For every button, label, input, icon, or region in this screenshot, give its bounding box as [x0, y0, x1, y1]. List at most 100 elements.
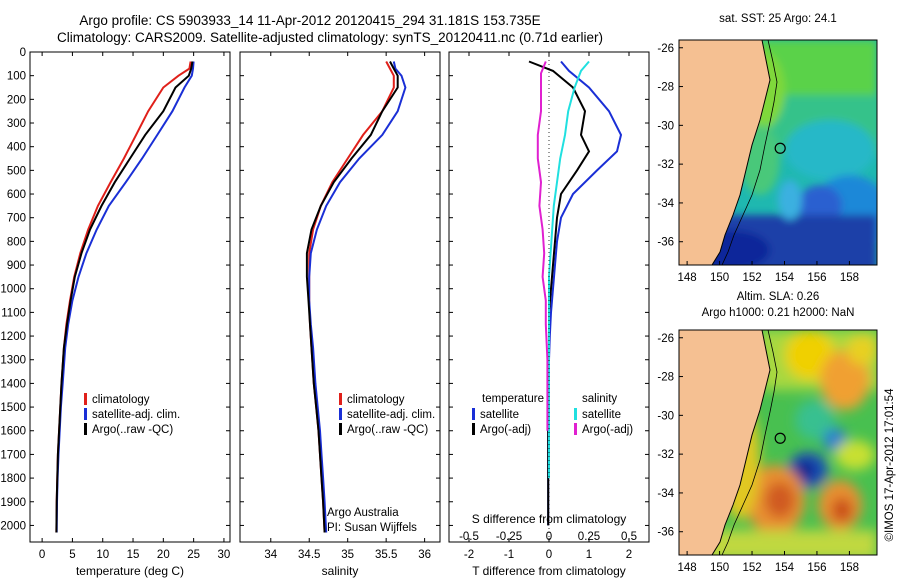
sla-map-ticks: 148 150 152 154 156 158 -26 -28 -30 -32 -34 -36	[657, 333, 859, 574]
salinity-plot: 34 34.5 35 35.5 36	[264, 52, 431, 561]
sla-map-title-1: Altim. SLA: 0.26	[737, 291, 819, 303]
map-y-tick-label: -34	[657, 488, 674, 500]
map-x-tick-label: 148	[678, 272, 697, 284]
temperature-plot: 0 5 10 15 20 25 30	[39, 52, 230, 561]
map-y-tick-label: -30	[657, 120, 674, 132]
salinity-axes-frame	[239, 51, 441, 543]
depth-tick-label: 2000	[0, 520, 26, 532]
map-x-tick-label: 152	[742, 562, 761, 574]
x-tick-label: 34.5	[298, 549, 320, 561]
x-tick-label: -2	[464, 549, 474, 561]
s-diff-tick-label: -0.25	[496, 531, 522, 543]
map-y-tick-label: -32	[657, 159, 674, 171]
credit-line-2: PI: Susan Wijffels	[327, 522, 417, 534]
depth-tick-label: 700	[7, 213, 26, 225]
map-x-tick-label: 150	[710, 562, 729, 574]
depth-tick-label: 800	[7, 236, 26, 248]
difference-legend: temperature salinity satellite Argo(-adj) sa…	[472, 393, 633, 436]
legend-swatch	[84, 393, 87, 405]
x-tick-label: 0	[546, 549, 552, 561]
map-y-tick-label: -30	[657, 410, 674, 422]
depth-tick-label: 900	[7, 260, 26, 272]
sla-map-frame	[678, 329, 878, 556]
imos-timestamp: ©IMOS 17-Apr-2012 17:01:54	[884, 388, 896, 542]
series-line-satellite-adj-clim-	[55, 61, 195, 533]
legend-swatch	[472, 423, 475, 435]
legend-swatch	[574, 423, 577, 435]
difference-xlabel: T difference from climatology	[472, 564, 626, 578]
depth-tick-label: 1500	[0, 402, 26, 414]
map-y-tick-label: -28	[657, 82, 674, 94]
depth-tick-label: 1300	[0, 355, 26, 367]
legend-swatch	[339, 423, 342, 435]
legend-label: satellite	[582, 409, 621, 421]
map-y-tick-label: -28	[657, 372, 674, 384]
sla-map-title-2: Argo h1000: 0.21 h2000: NaN	[702, 307, 855, 319]
legend-label: Argo(-adj)	[480, 424, 531, 436]
series-line-salinity-satellite	[548, 60, 590, 479]
legend-label: satellite-adj. clim.	[92, 409, 180, 421]
legend-swatch	[472, 408, 475, 420]
s-diff-tick-label: 0	[546, 531, 552, 543]
legend-group-temperature: temperature	[482, 393, 544, 405]
depth-tick-label: 1700	[0, 449, 26, 461]
depth-tick-label: 1100	[1, 307, 26, 319]
map-x-tick-label: 152	[742, 272, 761, 284]
figure-title-line2: Climatology: CARS2009. Satellite-adjuste…	[56, 30, 604, 45]
series-line-argo-raw-qc-	[55, 61, 194, 533]
sst-map-frame	[678, 39, 878, 266]
difference-plot: -2 -1 0 1 2 -0.5 -0.25 0 0.25 0.5	[459, 52, 637, 561]
series-line-salinity-argo-adj-	[536, 61, 549, 431]
temperature-axes-frame	[29, 51, 231, 543]
depth-tick-label: 1400	[0, 378, 26, 390]
map-y-tick-label: -26	[657, 43, 674, 55]
depth-tick-label: 600	[7, 189, 26, 201]
sst-map-ticks: 148 150 152 154 156 158 -26 -28 -30 -32 -34 -36	[657, 43, 859, 284]
map-y-tick-label: -36	[657, 237, 674, 249]
legend-label: satellite-adj. clim.	[347, 409, 435, 421]
x-tick-label: 5	[69, 549, 75, 561]
s-difference-label: S difference from climatology	[472, 512, 627, 526]
legend-label: climatology	[347, 394, 405, 406]
map-x-tick-label: 156	[807, 562, 826, 574]
map-x-tick-label: 150	[710, 272, 729, 284]
x-tick-label: 15	[127, 549, 140, 561]
sst-argo-marker	[774, 142, 786, 154]
x-tick-label: 34	[264, 549, 277, 561]
x-tick-label: 20	[157, 549, 170, 561]
map-x-tick-label: 154	[775, 562, 795, 574]
series-line-climatology	[55, 61, 192, 533]
sla-map-image	[679, 330, 877, 555]
legend-label: satellite	[480, 409, 519, 421]
legend-label: Argo(..raw -QC)	[347, 424, 428, 436]
legend-swatch	[339, 393, 342, 405]
legend-swatch	[84, 408, 87, 420]
sla-argo-marker	[774, 432, 786, 444]
sst-map-title: sat. SST: 25 Argo: 24.1	[719, 13, 837, 25]
map-x-tick-label: 158	[840, 562, 859, 574]
legend-swatch	[84, 423, 87, 435]
x-tick-label: 10	[96, 549, 109, 561]
credit-line-1: Argo Australia	[327, 507, 399, 519]
map-y-tick-label: -32	[657, 449, 674, 461]
x-tick-label: 35	[341, 549, 354, 561]
series-line-argo-raw-qc-	[305, 61, 399, 533]
depth-tick-label: 500	[7, 165, 26, 177]
legend-label: climatology	[92, 394, 150, 406]
depth-tick-label: 400	[7, 142, 26, 154]
s-diff-tick-label: 0.5	[621, 531, 637, 543]
map-y-tick-label: -36	[657, 527, 674, 539]
map-x-tick-label: 156	[807, 272, 826, 284]
depth-tick-label: 1800	[0, 473, 26, 485]
depth-tick-label: 1200	[0, 331, 26, 343]
temperature-legend: climatology satellite-adj. clim. Argo(..ra…	[84, 393, 180, 436]
s-diff-tick-label: -0.5	[459, 531, 479, 543]
map-x-tick-label: 158	[840, 272, 859, 284]
map-y-tick-label: -34	[657, 198, 674, 210]
x-tick-label: 1	[586, 549, 592, 561]
series-line-temperature-satellite	[547, 60, 623, 526]
depth-tick-label: 300	[7, 118, 26, 130]
x-tick-label: 2	[626, 549, 632, 561]
depth-tick-label: 1600	[0, 426, 26, 438]
figure-title-line1: Argo profile: CS 5903933_14 11-Apr-2012 …	[79, 13, 541, 28]
